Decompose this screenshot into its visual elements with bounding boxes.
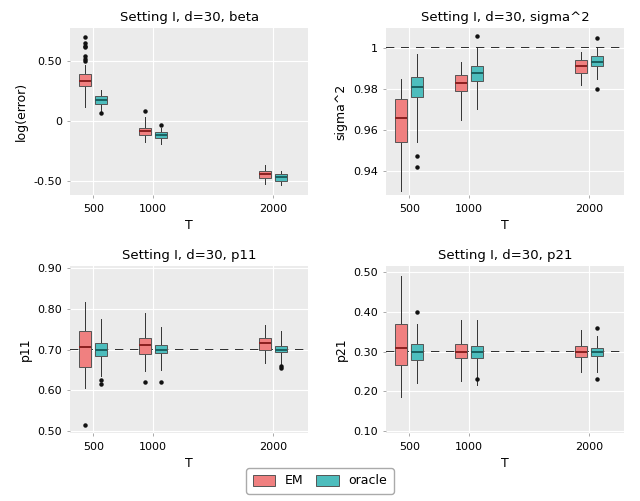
X-axis label: T: T bbox=[501, 219, 509, 232]
Bar bbox=[471, 346, 483, 358]
X-axis label: T: T bbox=[186, 457, 193, 470]
Bar bbox=[456, 75, 467, 91]
Y-axis label: p21: p21 bbox=[335, 338, 348, 361]
Bar bbox=[275, 346, 287, 352]
Bar bbox=[79, 331, 92, 367]
Title: Setting I, d=30, sigma^2: Setting I, d=30, sigma^2 bbox=[421, 11, 589, 24]
Bar bbox=[155, 345, 167, 353]
Y-axis label: p11: p11 bbox=[19, 338, 32, 361]
Title: Setting I, d=30, beta: Setting I, d=30, beta bbox=[120, 11, 259, 24]
Bar bbox=[591, 56, 603, 67]
Bar bbox=[411, 77, 423, 97]
Bar bbox=[95, 96, 107, 104]
Bar bbox=[575, 60, 588, 73]
Y-axis label: log(error): log(error) bbox=[15, 82, 28, 141]
Bar bbox=[140, 128, 152, 135]
Bar bbox=[411, 344, 423, 360]
Legend: EM, oracle: EM, oracle bbox=[246, 468, 394, 494]
X-axis label: T: T bbox=[501, 457, 509, 470]
Bar bbox=[259, 171, 271, 178]
Bar bbox=[396, 324, 408, 366]
Title: Setting I, d=30, p11: Setting I, d=30, p11 bbox=[122, 248, 257, 262]
Bar bbox=[456, 344, 467, 358]
Bar bbox=[155, 132, 167, 138]
Y-axis label: sigma^2: sigma^2 bbox=[335, 83, 348, 139]
Bar bbox=[396, 99, 408, 142]
Bar bbox=[471, 67, 483, 81]
Bar bbox=[575, 346, 588, 357]
X-axis label: T: T bbox=[186, 219, 193, 232]
Bar bbox=[95, 343, 107, 357]
Bar bbox=[275, 174, 287, 181]
Bar bbox=[259, 339, 271, 350]
Bar bbox=[591, 348, 603, 356]
Bar bbox=[79, 74, 92, 86]
Bar bbox=[140, 338, 152, 354]
Title: Setting I, d=30, p21: Setting I, d=30, p21 bbox=[438, 248, 572, 262]
